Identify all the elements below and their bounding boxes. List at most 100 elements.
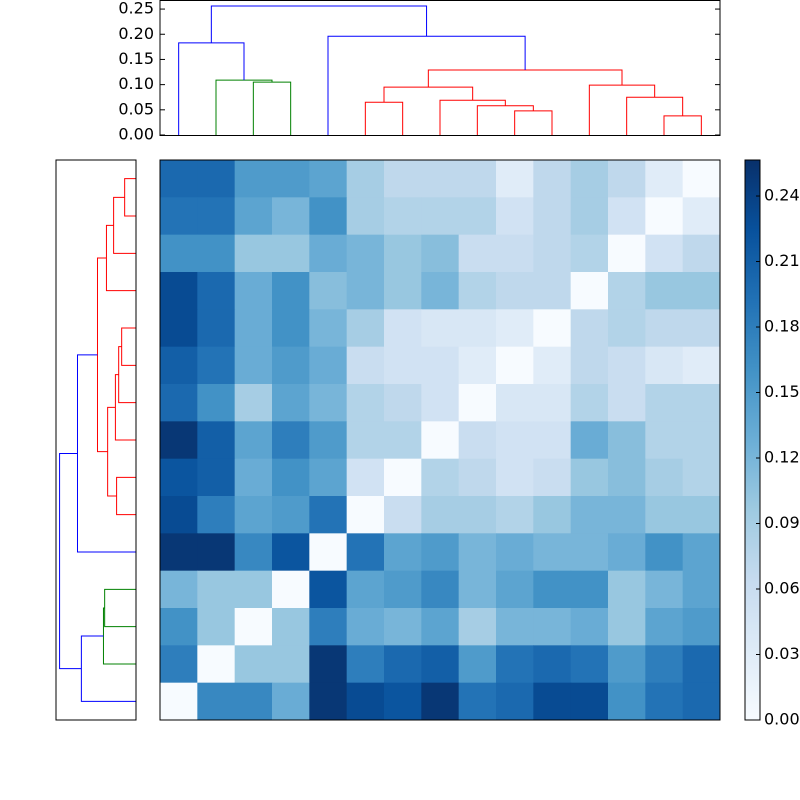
heatmap-cell [421,160,460,198]
heatmap-cell [682,346,721,385]
heatmap-cell [570,570,609,609]
heatmap-cell [533,272,572,310]
heatmap-cell [346,608,385,646]
heatmap-cell [309,272,348,310]
dendrogram-link [114,374,136,441]
heatmap-cell [346,645,385,684]
heatmap-cell [608,197,646,236]
colorbar-tick-label: 0.00 [764,710,800,729]
heatmap-cell [384,309,422,348]
heatmap-cell [234,645,273,684]
heatmap-cell [309,682,348,721]
heatmap-cell [682,496,721,534]
dendrogram-link [105,224,136,292]
heatmap-cell [272,608,310,646]
dendrogram-link [116,476,136,516]
heatmap-cell [346,496,385,534]
heatmap-cell [608,608,646,646]
heatmap-cell [608,160,646,198]
heatmap-cell [421,608,460,646]
heatmap-cell [197,197,236,236]
heatmap-cell [645,533,684,572]
heatmap-cell [346,309,385,348]
heatmap-cell [160,570,198,609]
heatmap-cell [234,533,273,572]
heatmap-cell [309,645,348,684]
heatmap-cell [160,234,198,273]
heatmap-cell [421,645,460,684]
heatmap-cell [160,309,198,348]
heatmap-cell [197,346,236,385]
heatmap-cell [533,608,572,646]
dendrogram-frame [55,159,137,721]
heatmap-cell [645,346,684,385]
heatmap-cell [645,645,684,684]
heatmap-cell [608,421,646,460]
heatmap-cell [384,272,422,310]
heatmap-cell [608,234,646,273]
heatmap-cell [309,458,348,497]
heatmap-cell [421,533,460,572]
heatmap-cell [458,197,497,236]
dendrogram-link [124,178,136,217]
heatmap-cell [496,533,534,572]
heatmap-cell [533,309,572,348]
heatmap-cell [496,496,534,534]
heatmap-cell [160,645,198,684]
heatmap-cell [682,570,721,609]
dendrogram-link [514,110,553,135]
heatmap-cell [421,346,460,385]
heatmap-cell [496,234,534,273]
heatmap-cell [570,496,609,534]
heatmap-cell [309,384,348,422]
heatmap-cell [346,197,385,236]
heatmap-cell [570,346,609,385]
heatmap-cell [346,533,385,572]
heatmap-cell [533,570,572,609]
heatmap-cell [234,160,273,198]
heatmap-cell [533,682,572,721]
heatmap-cell [682,682,721,721]
heatmap-cell [197,272,236,310]
heatmap-cell [570,421,609,460]
heatmap-cell [645,160,684,198]
colorbar-tick-label: 0.15 [764,382,800,401]
heatmap-cell [384,421,422,460]
heatmap-cell [197,421,236,460]
heatmap-cell [197,645,236,684]
heatmap-cell [645,570,684,609]
heatmap-cell [234,608,273,646]
heatmap-cell [496,421,534,460]
heatmap-cell [160,533,198,572]
heatmap-cell [272,384,310,422]
heatmap-cell [496,346,534,385]
colorbar-tick-label: 0.24 [764,186,800,205]
heatmap-cell [234,197,273,236]
heatmap-cell [309,234,348,273]
heatmap-cell [309,496,348,534]
heatmap-cell [645,682,684,721]
heatmap-cell [272,458,310,497]
heatmap-cell [570,645,609,684]
heatmap-cell [384,160,422,198]
heatmap-cell [458,384,497,422]
dendrogram-link [113,196,136,254]
heatmap-cell [272,645,310,684]
heatmap-cell [496,384,534,422]
heatmap-cell [682,533,721,572]
heatmap-cell [645,197,684,236]
heatmap-cell [272,682,310,721]
y-tick-label: 0.25 [118,0,154,18]
heatmap-cell [608,272,646,310]
heatmap-cell [458,682,497,721]
y-tick-label: 0.05 [118,99,154,118]
heatmap-cell [496,458,534,497]
heatmap-cell [458,608,497,646]
heatmap-cell [458,496,497,534]
heatmap-cell [197,234,236,273]
heatmap-cell [496,570,534,609]
heatmap-cell [309,608,348,646]
heatmap-cell [234,384,273,422]
heatmap-cell [608,496,646,534]
heatmap-cell [421,458,460,497]
